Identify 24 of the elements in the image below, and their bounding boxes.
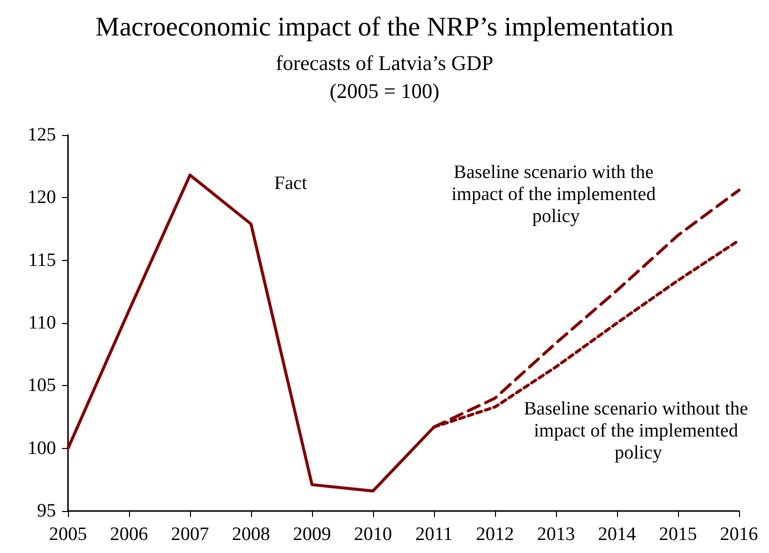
series-label: Fact — [274, 173, 308, 194]
x-tick-label: 2010 — [354, 524, 392, 545]
chart-subtitle: forecasts of Latvia’s GDP (2005 = 100) — [276, 51, 494, 103]
x-tick-label: 2014 — [598, 524, 636, 545]
chart-title: Macroeconomic impact of the NRP’s implementation — [95, 12, 674, 42]
y-tick-label: 105 — [28, 375, 56, 396]
x-tick-label: 2009 — [293, 524, 331, 545]
y-tick-label: 110 — [28, 312, 56, 334]
series-label: Baseline scenario without the impact of the implemented policy — [524, 398, 753, 464]
y-tick-label: 95 — [37, 500, 56, 522]
x-tick-label: 2007 — [171, 524, 209, 545]
x-tick-label: 2015 — [659, 524, 697, 545]
x-tick-label: 2011 — [415, 524, 453, 545]
x-tick-label: 2013 — [537, 524, 575, 545]
y-tick-label: 115 — [28, 250, 56, 271]
x-tick-label: 2016 — [720, 524, 758, 545]
y-tick-label: 100 — [28, 438, 56, 459]
y-tick-label: 120 — [28, 187, 56, 208]
x-tick-label: 2012 — [476, 524, 514, 545]
x-tick-label: 2006 — [110, 524, 148, 545]
series-label: Baseline scenario with the impact of the implemented policy — [452, 162, 660, 227]
y-tick-label: 125 — [28, 124, 56, 146]
x-tick-label: 2008 — [232, 524, 270, 545]
x-tick-label: 2005 — [49, 524, 87, 545]
